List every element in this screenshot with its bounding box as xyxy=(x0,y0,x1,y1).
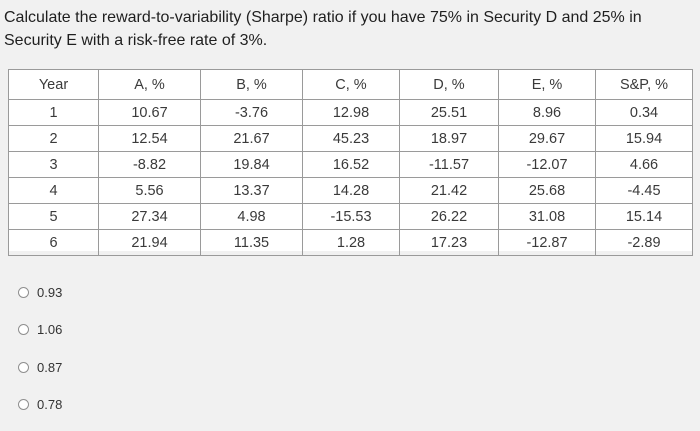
table-cell: 17.23 xyxy=(399,229,499,256)
table-row: 5 27.34 4.98 -15.53 26.22 31.08 15.14 xyxy=(8,203,693,230)
table-cell: 31.08 xyxy=(498,203,596,230)
table-cell: 10.67 xyxy=(98,99,201,126)
returns-table-container: Year A, % B, % C, % D, % E, % S&P, % 1 1… xyxy=(8,69,693,256)
table-cell: 15.14 xyxy=(595,203,693,230)
table-cell: 27.34 xyxy=(98,203,201,230)
table-cell: 13.37 xyxy=(200,177,303,204)
table-header-row: Year A, % B, % C, % D, % E, % S&P, % xyxy=(8,69,693,100)
table-cell: -12.87 xyxy=(498,229,596,256)
table-cell: 4.66 xyxy=(595,151,693,178)
table-cell: 21.67 xyxy=(200,125,303,152)
header-year: Year xyxy=(8,69,99,100)
table-cell: 19.84 xyxy=(200,151,303,178)
table-row: 4 5.56 13.37 14.28 21.42 25.68 -4.45 xyxy=(8,177,693,204)
radio-button[interactable] xyxy=(18,361,29,373)
table-row: 6 21.94 11.35 1.28 17.23 -12.87 -2.89 xyxy=(8,229,693,256)
table-cell: 4.98 xyxy=(200,203,303,230)
table-cell: 15.94 xyxy=(595,125,693,152)
table-cell: -15.53 xyxy=(302,203,400,230)
question-text: Calculate the reward-to-variability (Sha… xyxy=(4,9,642,49)
table-cell: 26.22 xyxy=(399,203,499,230)
answer-option-4[interactable]: 0.78 xyxy=(18,394,62,416)
table-cell: -3.76 xyxy=(200,99,303,126)
table-cell: 8.96 xyxy=(498,99,596,126)
radio-button[interactable] xyxy=(18,286,29,298)
returns-table: Year A, % B, % C, % D, % E, % S&P, % 1 1… xyxy=(8,69,693,256)
radio-button[interactable] xyxy=(18,399,29,410)
table-cell: 5 xyxy=(8,203,99,230)
table-cell: 12.98 xyxy=(302,99,400,126)
table-row: 1 10.67 -3.76 12.98 25.51 8.96 0.34 xyxy=(8,99,693,126)
table-cell: 45.23 xyxy=(302,125,400,152)
table-row: 3 -8.82 19.84 16.52 -11.57 -12.07 4.66 xyxy=(8,151,693,178)
table-cell: 1.28 xyxy=(302,229,400,256)
table-cell: 21.42 xyxy=(399,177,499,204)
table-cell: 16.52 xyxy=(302,151,400,178)
table-cell: -11.57 xyxy=(399,151,499,178)
table-cell: 11.35 xyxy=(200,229,303,256)
table-cell: 5.56 xyxy=(98,177,201,204)
header-d: D, % xyxy=(399,69,499,100)
table-cell: 3 xyxy=(8,151,99,178)
table-cell: 25.68 xyxy=(498,177,596,204)
option-label: 0.87 xyxy=(37,359,63,375)
header-b: B, % xyxy=(200,69,303,100)
table-cell: 25.51 xyxy=(399,99,499,126)
table-cell: 14.28 xyxy=(302,177,400,204)
table-cell: -2.89 xyxy=(595,229,693,256)
option-label: 0.93 xyxy=(37,284,63,300)
answer-option-1[interactable]: 0.93 xyxy=(18,281,62,303)
answer-option-3[interactable]: 0.87 xyxy=(18,356,62,378)
table-cell: 4 xyxy=(8,177,99,204)
table-cell: 6 xyxy=(8,229,99,256)
radio-button[interactable] xyxy=(18,324,29,335)
answer-options: 0.93 1.06 0.87 0.78 xyxy=(18,281,62,431)
header-a: A, % xyxy=(98,69,201,100)
table-cell: 21.94 xyxy=(98,229,201,256)
option-label: 0.78 xyxy=(37,397,63,412)
table-cell: 1 xyxy=(8,99,99,126)
header-sp: S&P, % xyxy=(595,69,693,100)
answer-option-2[interactable]: 1.06 xyxy=(18,319,62,341)
table-cell: -8.82 xyxy=(98,151,201,178)
table-row: 2 12.54 21.67 45.23 18.97 29.67 15.94 xyxy=(8,125,693,152)
header-e: E, % xyxy=(498,69,596,100)
table-cell: 2 xyxy=(8,125,99,152)
table-cell: -12.07 xyxy=(498,151,596,178)
table-cell: 12.54 xyxy=(98,125,201,152)
table-cell: -4.45 xyxy=(595,177,693,204)
option-label: 1.06 xyxy=(37,322,63,337)
table-cell: 29.67 xyxy=(498,125,596,152)
header-c: C, % xyxy=(302,69,400,100)
table-cell: 18.97 xyxy=(399,125,499,152)
table-cell: 0.34 xyxy=(595,99,693,126)
